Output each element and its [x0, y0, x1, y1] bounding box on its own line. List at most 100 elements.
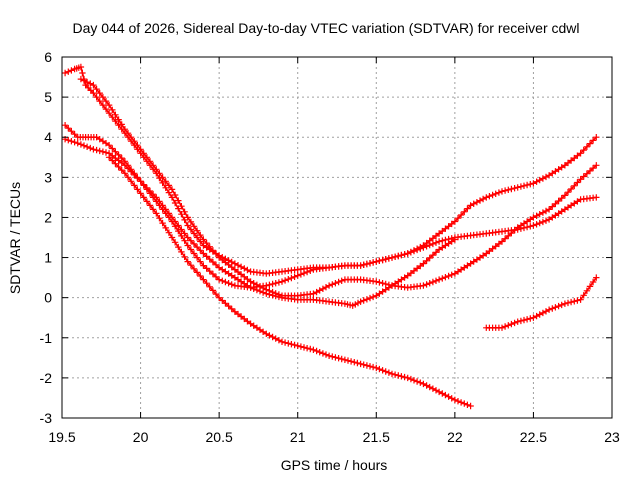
data-point-plus-icon	[165, 182, 173, 189]
data-point-plus-icon	[165, 189, 173, 196]
data-point-plus-icon	[527, 315, 534, 322]
data-point-plus-icon	[520, 182, 528, 189]
data-point-plus-icon	[294, 342, 301, 349]
data-point-plus-icon	[401, 251, 408, 258]
data-point-plus-icon	[131, 138, 138, 145]
data-point-plus-icon	[505, 232, 512, 240]
data-point-plus-icon	[190, 265, 198, 272]
data-point-plus-icon	[536, 219, 543, 227]
data-point-plus-icon	[341, 356, 349, 363]
data-point-plus-icon	[495, 189, 503, 196]
data-point-plus-icon	[382, 368, 389, 375]
data-point-plus-icon	[171, 191, 179, 199]
data-point-plus-icon	[175, 227, 182, 235]
data-point-plus-icon	[77, 75, 85, 83]
data-point-plus-icon	[68, 67, 75, 74]
data-point-plus-icon	[193, 269, 201, 276]
data-point-plus-icon	[294, 272, 301, 279]
data-point-plus-icon	[508, 185, 515, 193]
data-point-plus-icon	[407, 248, 415, 256]
data-point-plus-icon	[429, 251, 437, 259]
data-point-plus-icon	[203, 253, 210, 260]
data-point-plus-icon	[121, 126, 129, 133]
data-point-plus-icon	[278, 278, 286, 285]
data-point-plus-icon	[272, 280, 279, 287]
data-point-plus-icon	[291, 273, 298, 280]
data-point-plus-icon	[115, 116, 122, 123]
data-point-plus-icon	[168, 218, 176, 225]
data-point-plus-icon	[269, 280, 276, 288]
data-point-plus-icon	[112, 148, 119, 155]
data-point-plus-icon	[303, 345, 311, 352]
data-point-plus-icon	[99, 148, 107, 155]
data-point-plus-icon	[228, 305, 235, 313]
data-point-plus-icon	[338, 355, 345, 363]
data-point-plus-icon	[222, 278, 229, 286]
data-point-plus-icon	[545, 306, 553, 313]
data-point-plus-icon	[539, 218, 547, 226]
data-point-plus-icon	[539, 175, 547, 182]
data-point-plus-icon	[178, 232, 185, 240]
data-point-plus-icon	[187, 246, 195, 253]
data-point-plus-icon	[589, 278, 597, 286]
data-point-plus-icon	[165, 214, 173, 221]
data-point-plus-icon	[508, 320, 515, 328]
data-point-plus-icon	[200, 262, 207, 269]
data-point-plus-icon	[542, 207, 550, 215]
data-point-plus-icon	[417, 379, 424, 386]
data-point-plus-icon	[533, 312, 540, 320]
data-point-plus-icon	[593, 194, 600, 201]
data-point-plus-icon	[102, 105, 110, 113]
data-point-plus-icon	[492, 190, 499, 197]
data-point-plus-icon	[385, 369, 393, 376]
data-point-plus-icon	[143, 154, 151, 161]
data-point-plus-icon	[580, 173, 587, 180]
y-tick-label: -3	[40, 410, 53, 426]
data-point-plus-icon	[486, 193, 493, 200]
data-point-plus-icon	[319, 285, 327, 292]
x-tick-label: 19.5	[48, 429, 75, 445]
data-point-plus-icon	[140, 150, 147, 157]
data-point-plus-icon	[369, 363, 377, 371]
data-point-plus-icon	[439, 275, 446, 282]
data-point-plus-icon	[121, 170, 129, 177]
data-point-plus-icon	[369, 293, 377, 301]
data-point-plus-icon	[83, 143, 91, 150]
series-line	[64, 124, 456, 307]
y-tick-label: -1	[40, 330, 53, 346]
data-point-plus-icon	[115, 122, 122, 129]
data-point-plus-icon	[234, 262, 242, 269]
data-point-plus-icon	[511, 227, 518, 234]
data-point-plus-icon	[445, 235, 452, 243]
data-point-plus-icon	[143, 186, 151, 193]
data-point-plus-icon	[501, 323, 509, 330]
data-point-plus-icon	[329, 281, 336, 288]
data-point-plus-icon	[473, 199, 481, 206]
data-point-plus-icon	[536, 176, 543, 184]
data-point-plus-icon	[105, 101, 113, 109]
data-point-plus-icon	[398, 251, 405, 259]
data-point-plus-icon	[109, 106, 116, 114]
data-point-plus-icon	[187, 226, 195, 233]
data-point-plus-icon	[228, 281, 235, 288]
data-point-plus-icon	[165, 229, 173, 236]
data-point-plus-icon	[118, 121, 125, 128]
data-point-plus-icon	[87, 80, 94, 87]
data-point-plus-icon	[413, 378, 421, 385]
x-tick-label: 21	[290, 429, 306, 445]
data-point-plus-icon	[593, 134, 600, 141]
data-point-plus-icon	[379, 256, 386, 264]
data-point-plus-icon	[275, 337, 283, 344]
data-point-plus-icon	[586, 283, 594, 290]
data-point-plus-icon	[536, 311, 543, 318]
data-point-plus-icon	[347, 358, 355, 365]
y-tick-label: 1	[44, 250, 52, 266]
data-point-plus-icon	[90, 81, 97, 89]
data-point-plus-icon	[574, 297, 581, 304]
data-point-plus-icon	[93, 85, 100, 93]
data-point-plus-icon	[373, 364, 380, 372]
data-point-plus-icon	[115, 163, 122, 171]
data-point-plus-icon	[439, 390, 446, 397]
data-point-plus-icon	[137, 146, 144, 153]
